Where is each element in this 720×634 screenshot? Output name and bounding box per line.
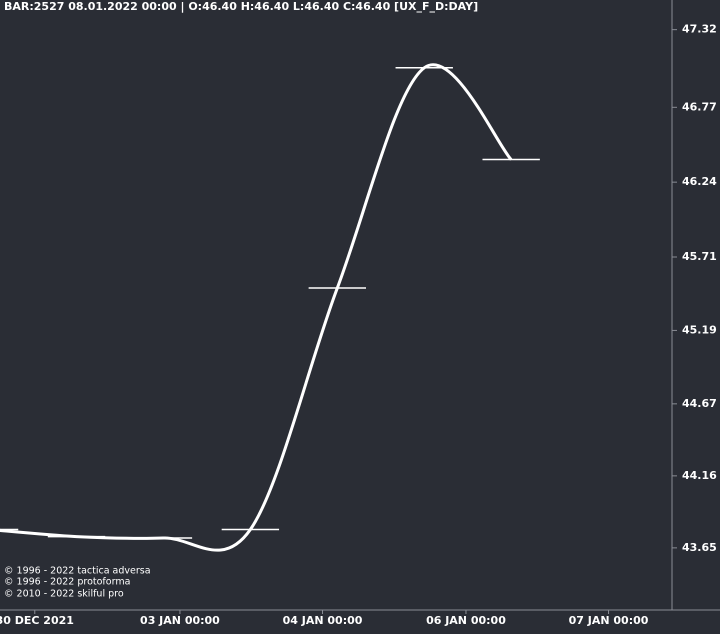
plot-area <box>0 63 540 552</box>
x-tick-label: 30 DEC 2021 <box>0 614 74 627</box>
x-tick-label: 03 JAN 00:00 <box>140 614 220 627</box>
y-tick-label: 47.32 <box>682 23 717 36</box>
y-tick-label: 45.71 <box>682 250 717 263</box>
x-tick-label: 07 JAN 00:00 <box>569 614 649 627</box>
copyright: © 1996 - 2022 protoforma <box>4 577 130 588</box>
y-tick-label: 46.77 <box>682 100 717 113</box>
copyright: © 2010 - 2022 skilful pro <box>4 589 124 600</box>
x-tick-label: 06 JAN 00:00 <box>426 614 506 627</box>
x-tick-label: 04 JAN 00:00 <box>283 614 363 627</box>
y-tick-label: 43.65 <box>682 541 717 554</box>
y-tick-label: 46.24 <box>682 175 717 188</box>
y-tick-label: 44.16 <box>682 469 717 482</box>
y-tick-label: 45.19 <box>682 323 717 336</box>
y-tick-label: 44.67 <box>682 397 717 410</box>
header-info: BAR:2527 08.01.2022 00:00 | O:46.40 H:46… <box>4 0 478 13</box>
copyright: © 1996 - 2022 tactica adversa <box>4 566 151 577</box>
